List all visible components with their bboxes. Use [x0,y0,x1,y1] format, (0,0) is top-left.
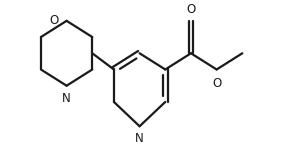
Text: O: O [212,77,221,90]
Text: N: N [62,92,71,106]
Text: O: O [186,3,195,16]
Text: O: O [50,14,59,27]
Text: N: N [135,132,144,145]
